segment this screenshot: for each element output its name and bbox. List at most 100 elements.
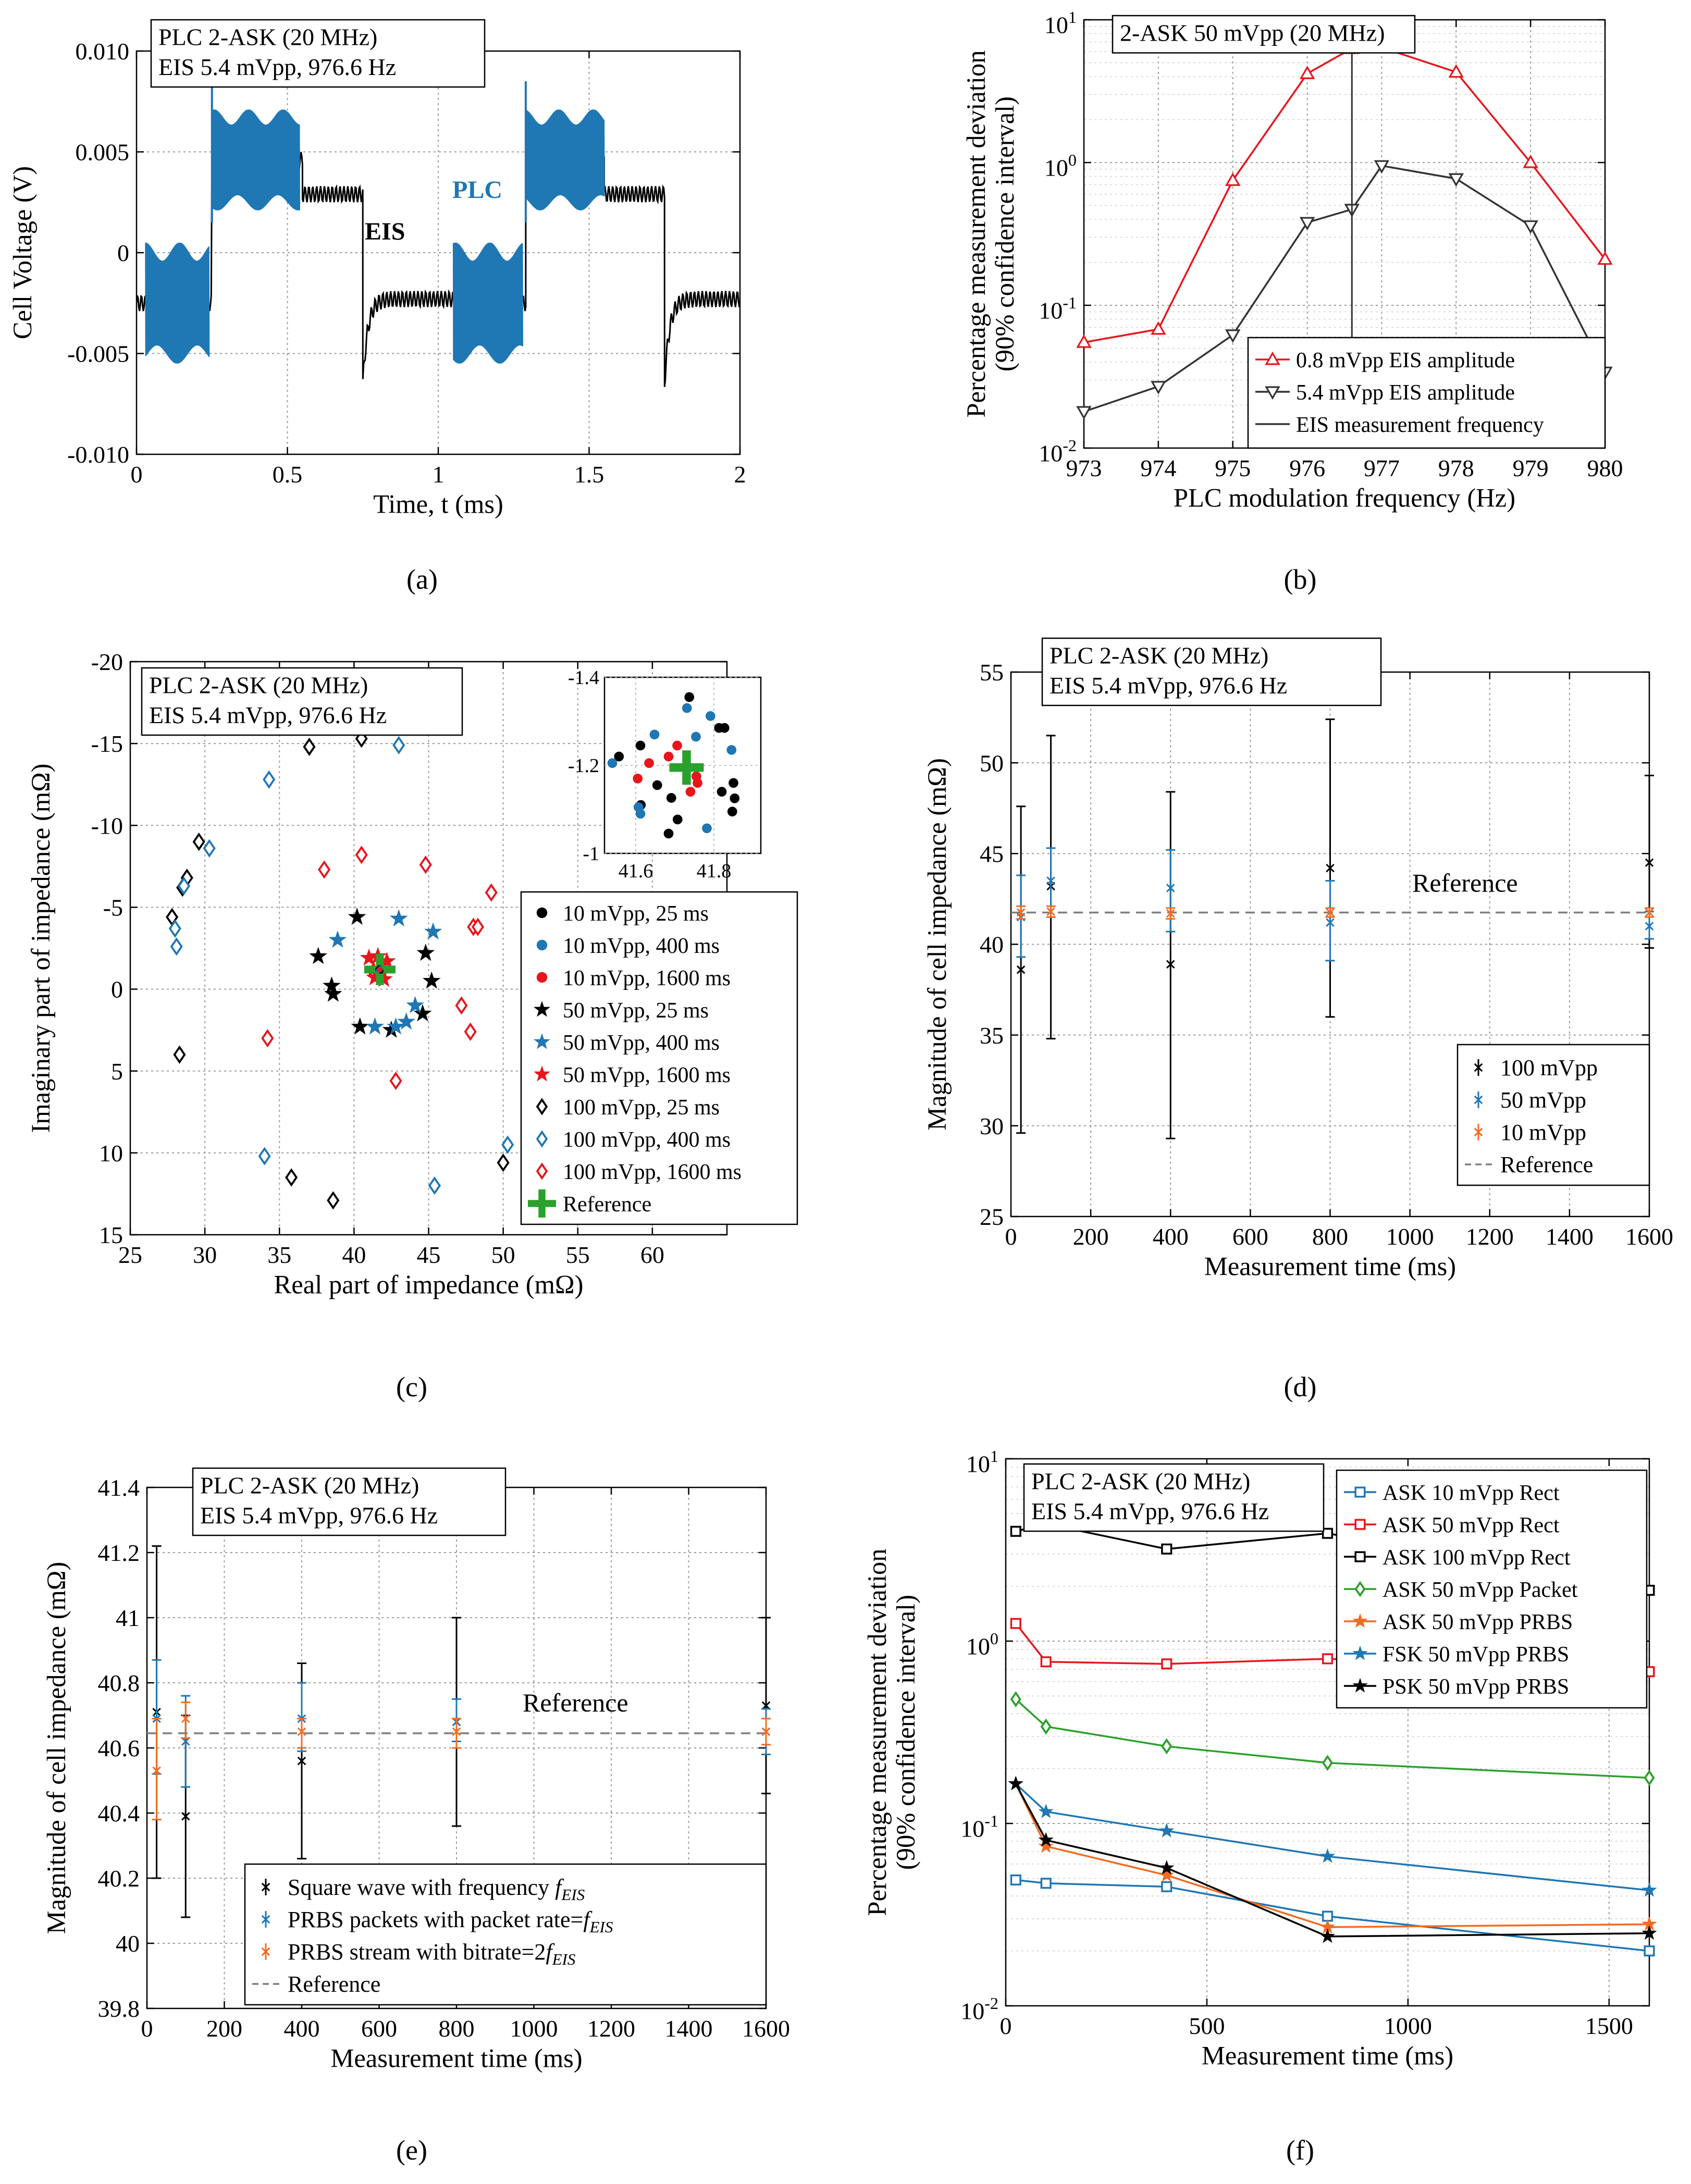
annotation-box-e [192,1467,507,1536]
y-axis-label: Imaginary part of impedance (mΩ) [26,763,55,1133]
plc-trace-1 [211,109,300,210]
point-fsk-50-mvpp-prbs [1159,1822,1175,1838]
point-prbs-stream-with-bitrate-2 [152,1766,161,1776]
x-tick-label: 973 [1066,455,1102,481]
point-100-mvpp-1600-ms [455,996,468,1015]
chart-e: 0 200 400 600 800 1000 1200 1400 1600 39.8 40 40.2 4… [42,1467,790,2073]
point-50-mvpp-400-ms [406,996,424,1013]
legend-marker [1354,1551,1366,1562]
x-tick-label: 1200 [1466,1223,1514,1250]
x-tick-label: 976 [1289,455,1325,481]
reference-label: Reference [1412,868,1518,898]
legend-label: 100 mVpp, 400 ms [563,1128,731,1152]
chart-f: 0 500 1000 1500 10-2 10-1 100 101 Measurement ti… [862,1447,1657,2070]
point-psk-50-mvpp-prbs [1159,1860,1175,1875]
point-ask-10-mvpp-rect [1644,1945,1655,1957]
y-tick-label: 15 [99,1222,123,1248]
x-tick-label: 1.5 [574,461,604,488]
point-10-mvpp [1016,908,1026,917]
legend-marker [536,939,548,951]
point-ask-50-mvpp-rect [1161,1658,1172,1670]
inset-x-tick-label: 41.8 [697,860,732,882]
point-ask-50-mvpp-prbs [1319,1919,1336,1934]
point-0-8-mvpp-eis-amplitude [1076,334,1092,348]
legend-marker [534,1065,550,1082]
legend-label: Reference [288,1971,380,1997]
point-0-8-mvpp-eis-amplitude [1448,64,1464,78]
legend-marker [1474,1127,1483,1137]
x-tick-label: 45 [417,1242,441,1268]
point-prbs-stream-with-bitrate-2 [181,1714,190,1723]
x-tick-label: 600 [1232,1223,1268,1250]
point-50-mvpp-25-ms [324,984,342,1002]
legend-label: 100 mVpp [1500,1055,1598,1081]
legend-label: 100 mVpp, 25 ms [563,1096,720,1120]
x-tick-label: 30 [193,1242,217,1268]
point-ask-50-mvpp-packet [1161,1738,1172,1755]
legend-label: 50 mVpp [1500,1087,1586,1113]
inset-point [682,703,692,713]
point-100-mvpp-400-ms [263,770,276,789]
point-100-mvpp-400-ms [501,1135,514,1154]
point-0-8-mvpp-eis-amplitude [1523,154,1538,168]
point-prbs-stream-with-bitrate-2 [452,1727,461,1736]
point-5-4-mvpp-eis-amplitude [1076,406,1092,420]
inset-point [719,723,730,733]
annotation-box-f [1023,1463,1325,1532]
point-100-mvpp-1600-ms [464,1022,477,1041]
point-0-8-mvpp-eis-amplitude [1151,321,1166,335]
point-5-4-mvpp-eis-amplitude [1151,381,1166,395]
legend-label: ASK 50 mVpp Packet [1383,1578,1578,1602]
inset-point [644,758,654,768]
x-tick-label: 1600 [1625,1223,1673,1250]
point-100-mvpp [1645,858,1654,867]
x-tick-label: 40 [342,1242,366,1268]
x-tick-label: 200 [206,2015,242,2042]
inset-point [705,711,715,721]
x-tick-label: 0 [141,2015,153,2042]
y-tick-label: 25 [980,1203,1004,1230]
legend-marker [536,1130,548,1148]
point-100-mvpp-400-ms [428,1176,441,1195]
point-50-mvpp-25-ms [422,971,441,989]
x-tick-label: 1500 [1585,2013,1633,2039]
grid [136,51,740,455]
inset-point [663,751,674,762]
legend-label: ASK 10 mVpp Rect [1383,1481,1560,1505]
legend-marker [1474,1063,1483,1072]
point-10-mvpp [1046,907,1055,916]
point-fsk-50-mvpp-prbs [1319,1848,1336,1863]
inset-point [607,758,618,768]
x-tick-label: 1 [433,461,445,488]
legend-label: 0.8 mVpp EIS amplitude [1296,349,1515,373]
point-fsk-50-mvpp-prbs [1641,1882,1657,1897]
point-50-mvpp-25-ms [309,947,327,964]
x-axis-label: Measurement time (ms) [1202,2041,1453,2070]
annotation-text: PLC 2-ASK (20 MHz) [1031,1468,1250,1494]
point-ask-10-mvpp-rect [1161,1881,1172,1892]
series-line-0-8-mvpp-eis-amplitude [1083,46,1606,343]
x-tick-label: 979 [1513,455,1549,481]
x-tick-label: 0 [1005,1223,1017,1250]
inset-point [633,774,643,784]
inset-point [663,828,674,839]
point-50-mvpp-25-ms [382,1020,401,1038]
point-50-mvpp-25-ms [351,1017,369,1035]
point-psk-50-mvpp-prbs [1641,1925,1657,1940]
point-50-mvpp-400-ms [328,930,347,948]
x-tick-label: 1000 [1386,1223,1434,1250]
inset-reference-marker [669,750,704,785]
inset-point [693,778,702,788]
legend-label: 5.4 mVpp EIS amplitude [1296,381,1515,405]
panel-label-d: (d) [1284,1371,1317,1403]
inset-point [717,787,727,797]
point-ask-10-mvpp-rect [1040,1878,1052,1889]
point-square-wave-with-frequency [181,1811,190,1821]
plc-trace-3 [525,109,605,210]
legend-marker [261,1915,270,1924]
plc-trace-0 [145,242,210,364]
legend-label: EIS measurement frequency [1296,413,1544,437]
point-100-mvpp [1016,965,1026,974]
y-tick-label: 39.8 [98,1995,140,2022]
y-axis-label-2: (90% confidence interval) [891,1595,920,1870]
